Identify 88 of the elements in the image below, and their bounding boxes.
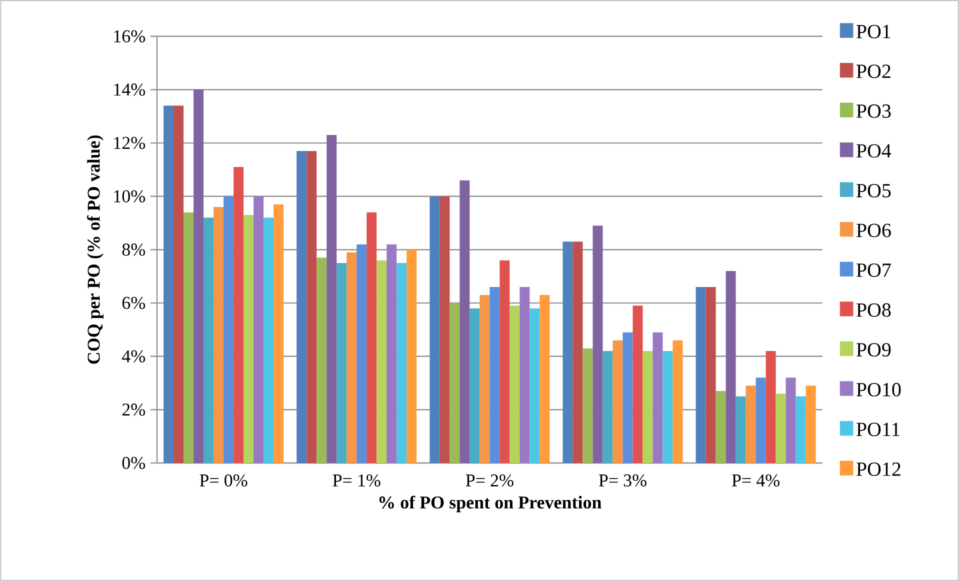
bar [244, 214, 254, 463]
bar [572, 242, 583, 463]
bar [430, 196, 440, 463]
x-tick-label: P= 2% [466, 474, 514, 487]
legend-label: PO6 [856, 224, 891, 238]
bar [520, 286, 530, 463]
x-tick-label: P= 0% [200, 474, 248, 487]
bar [306, 150, 317, 463]
legend-label: PO10 [856, 382, 901, 396]
bar [652, 332, 663, 463]
bar [592, 226, 603, 463]
bar [540, 294, 550, 463]
x-tick-label: P= 4% [732, 474, 780, 487]
bar [806, 386, 816, 463]
bar [662, 350, 673, 463]
bar [736, 396, 746, 463]
bar [224, 196, 234, 463]
bar [706, 286, 716, 463]
bar [562, 242, 573, 463]
y-tick-label: 6% [122, 296, 146, 310]
bar [274, 204, 284, 463]
legend-label: PO11 [856, 422, 900, 436]
x-axis-title: % of PO spent on Prevention [379, 496, 602, 512]
bar [234, 166, 244, 463]
bar [622, 332, 633, 463]
bar [746, 386, 756, 463]
legend-label: PO2 [856, 64, 890, 78]
x-tick-label: P= 1% [332, 474, 380, 487]
bar [642, 350, 653, 463]
bar [672, 340, 683, 463]
legend-label: PO4 [856, 144, 892, 158]
bar [440, 196, 450, 463]
legend-label: PO8 [856, 303, 891, 317]
bar [786, 378, 796, 463]
bar [336, 262, 347, 463]
bar [510, 306, 520, 463]
bar [376, 260, 387, 463]
bar [194, 90, 204, 463]
bar [356, 244, 367, 463]
bar [696, 286, 706, 463]
y-tick-label: 8% [122, 244, 146, 256]
bar [406, 250, 417, 463]
y-tick-label: 14% [114, 84, 146, 96]
bar [766, 350, 776, 463]
bar [480, 294, 490, 463]
bar [366, 212, 377, 463]
bar [316, 258, 327, 463]
legend-label: PO3 [856, 104, 891, 118]
bar [530, 308, 540, 463]
bar [450, 302, 460, 463]
bar [184, 212, 194, 463]
bar [326, 134, 337, 463]
bar [632, 306, 643, 463]
bar [796, 396, 806, 463]
bar [174, 106, 184, 463]
bar [254, 196, 264, 463]
bar [164, 106, 174, 463]
y-axis-title: COQ per PO (% of PO value) [86, 135, 104, 364]
bar [296, 150, 307, 463]
y-tick-label: 4% [122, 350, 146, 362]
legend-label: PO5 [856, 184, 891, 198]
y-tick-label: 10% [114, 190, 146, 202]
bar [470, 308, 480, 463]
y-tick-label: 2% [122, 404, 146, 416]
bar [612, 340, 623, 463]
bar [264, 218, 274, 463]
bar [500, 260, 510, 463]
bar [346, 252, 357, 463]
bar [490, 286, 500, 463]
bar [386, 244, 397, 463]
bar [214, 206, 224, 463]
bar [776, 394, 786, 463]
bar [726, 270, 736, 463]
bar [204, 218, 214, 463]
y-tick-label: 12% [114, 136, 146, 150]
bar [460, 180, 470, 463]
y-tick-label: 16% [114, 30, 146, 42]
x-tick-label: P= 3% [598, 474, 646, 487]
y-tick-label: 0% [122, 456, 146, 470]
bar [756, 378, 766, 463]
legend-label: PO1 [856, 24, 890, 38]
bar [602, 350, 613, 463]
legend-label: PO12 [856, 462, 900, 476]
bar [396, 262, 407, 463]
legend-label: PO9 [856, 343, 891, 357]
bar [716, 390, 726, 463]
legend-label: PO7 [856, 264, 891, 277]
bar [582, 348, 593, 463]
